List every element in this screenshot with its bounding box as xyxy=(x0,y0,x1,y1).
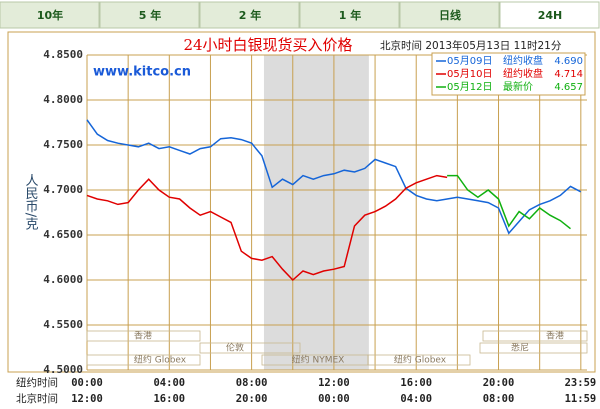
x-axis-label: 纽约时间 xyxy=(16,376,58,389)
series-line xyxy=(86,174,448,282)
y-tick-label: 4.5000 xyxy=(43,363,83,376)
session-box xyxy=(86,330,201,342)
legend-kind: 纽约收盘 xyxy=(503,67,543,80)
session-label: 纽约 NYMEX xyxy=(292,354,345,366)
y-tick-label: 4.5500 xyxy=(43,318,83,331)
x2-tick-label: 04:00 xyxy=(400,393,432,405)
timestamp: 北京时间 2013年05月13日 11时21分 xyxy=(380,39,562,52)
y-tick-label: 4.6500 xyxy=(43,228,83,241)
y-tick-label: 4.6000 xyxy=(43,273,83,286)
x2-tick-label: 12:00 xyxy=(71,393,103,405)
legend-value: 4.657 xyxy=(554,82,583,93)
tab-label[interactable]: 日线 xyxy=(439,8,461,22)
y-tick-label: 4.7500 xyxy=(43,138,83,151)
legend-date: 05月09日 xyxy=(447,55,492,67)
x-tick-label: 08:00 xyxy=(236,377,268,389)
legend-box xyxy=(431,52,586,96)
session-box xyxy=(367,354,471,366)
x2-tick-label: 08:00 xyxy=(483,393,515,405)
legend-value: 4.714 xyxy=(554,69,583,80)
shaded-session xyxy=(263,55,369,370)
x2-tick-label: 11:59 xyxy=(565,393,597,405)
session-label: 纽约 Globex xyxy=(134,354,187,366)
tab-label[interactable]: 1 年 xyxy=(339,8,361,22)
legend-kind: 最新价 xyxy=(503,80,533,93)
plot: 4.5000 4.5500 4.6000 4.6500 4.7000 4.7500 4.80… xyxy=(43,48,596,405)
watermark: www.kitco.cn xyxy=(93,65,191,80)
x2-tick-label: 16:00 xyxy=(153,393,185,405)
tab[interactable] xyxy=(0,1,100,29)
tab-label[interactable]: 10年 xyxy=(37,8,63,22)
x2-tick-label: 00:00 xyxy=(318,393,350,405)
y-axis-label: 人民币/克 xyxy=(23,174,39,232)
series-line xyxy=(447,174,571,230)
tab-label[interactable]: 24H xyxy=(538,9,563,22)
y-tick-label: 4.7000 xyxy=(43,183,83,196)
x-tick-label: 20:00 xyxy=(483,377,515,389)
series-line xyxy=(86,119,582,235)
tab[interactable] xyxy=(99,1,200,29)
legend-date: 05月10日 xyxy=(447,68,492,80)
session-label: 纽约 Globex xyxy=(394,354,447,366)
x-tick-label: 12:00 xyxy=(318,377,350,389)
frame xyxy=(7,31,596,373)
session-label: 香港 xyxy=(546,330,564,342)
y-tick-label: 4.8000 xyxy=(43,93,83,106)
y-tick-label: 4.8500 xyxy=(43,48,83,61)
x-tick-label: 23:59 xyxy=(565,377,597,389)
session-label: 香港 xyxy=(134,330,152,342)
session-label: 悉尼 xyxy=(511,342,529,354)
tab[interactable] xyxy=(499,1,600,29)
tab-bar: 10年 5 年 2 年 1 年 日线 24H xyxy=(0,1,600,29)
session-box xyxy=(482,330,588,342)
legend-date: 05月12日 xyxy=(447,81,492,93)
x-tick-label: 04:00 xyxy=(153,377,185,389)
x-tick-label: 00:00 xyxy=(71,377,103,389)
session-box xyxy=(199,342,301,354)
session-box xyxy=(86,354,201,366)
tab-label[interactable]: 5 年 xyxy=(139,8,161,22)
tab[interactable] xyxy=(199,1,300,29)
chart-title: 24小时白银现货买入价格 xyxy=(183,36,352,54)
legend-kind: 纽约收盘 xyxy=(503,54,543,67)
legend-value: 4.690 xyxy=(554,56,583,67)
session-label: 伦敦 xyxy=(226,342,244,354)
x2-axis-label: 北京时间 xyxy=(16,392,58,405)
tab[interactable] xyxy=(299,1,400,29)
x2-tick-label: 20:00 xyxy=(236,393,268,405)
tab[interactable] xyxy=(399,1,500,29)
session-box xyxy=(479,342,588,354)
x-tick-label: 16:00 xyxy=(400,377,432,389)
tab-label[interactable]: 2 年 xyxy=(239,8,261,22)
